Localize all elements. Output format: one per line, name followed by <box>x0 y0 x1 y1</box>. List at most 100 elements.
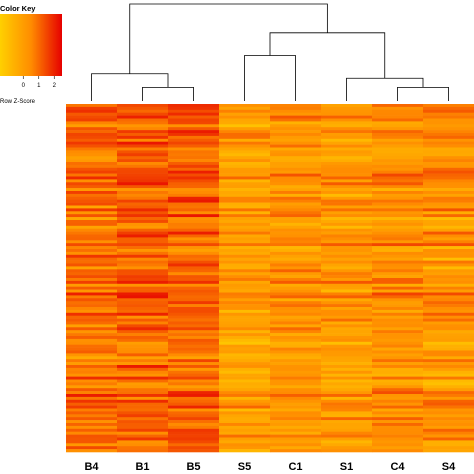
heatmap-cell <box>66 220 118 224</box>
heatmap-cell <box>372 280 424 285</box>
heatmap-cell <box>270 225 322 229</box>
heatmap-cell <box>321 336 373 340</box>
heatmap-cell <box>321 257 373 261</box>
heatmap-cell <box>372 286 424 290</box>
heatmap-cell <box>117 130 169 134</box>
heatmap-cell <box>117 405 169 409</box>
heatmap-cell <box>372 402 424 406</box>
heatmap-cell <box>270 411 322 415</box>
heatmap-cell <box>66 138 118 142</box>
heatmap-cell <box>168 162 220 166</box>
heatmap-cell <box>372 301 424 305</box>
heatmap-cell <box>219 109 271 113</box>
heatmap-cell <box>321 359 373 363</box>
heatmap-cell <box>168 275 220 279</box>
heatmap-cell <box>117 234 169 238</box>
heatmap-cell <box>168 324 220 328</box>
heatmap-cell <box>321 214 373 218</box>
heatmap-cell <box>219 338 271 343</box>
heatmap-cell <box>168 304 220 308</box>
heatmap-cell <box>66 292 118 296</box>
heatmap-cell <box>168 217 220 221</box>
heatmap-cell <box>270 388 322 392</box>
heatmap-cell <box>423 370 474 374</box>
heatmap-cell <box>219 164 271 169</box>
heatmap-cell <box>117 222 169 227</box>
heatmap-cell <box>321 315 373 319</box>
heatmap-cell <box>168 208 220 212</box>
heatmap-cell <box>321 388 373 392</box>
heatmap-cell <box>168 280 220 285</box>
heatmap-cell <box>423 243 474 247</box>
heatmap-cell <box>66 399 118 403</box>
heatmap-cell <box>66 350 118 354</box>
heatmap-cell <box>321 269 373 273</box>
heatmap-cell <box>66 330 118 334</box>
heatmap-cell <box>321 254 373 258</box>
heatmap-cell <box>66 170 118 174</box>
heatmap-cell <box>219 315 271 319</box>
heatmap-cell <box>66 159 118 163</box>
heatmap-cell <box>66 246 118 250</box>
heatmap-cell <box>117 333 169 337</box>
heatmap-cell <box>168 289 220 293</box>
heatmap-cell <box>219 269 271 273</box>
heatmap-cell <box>321 211 373 215</box>
heatmap-cell <box>117 367 169 372</box>
heatmap-cell <box>423 312 474 316</box>
color-key-tick-label: 0 <box>22 83 26 89</box>
heatmap-cell <box>372 220 424 224</box>
heatmap-cell <box>66 196 118 200</box>
heatmap-cell <box>321 425 373 430</box>
heatmap-cell <box>117 443 169 447</box>
heatmap-cell <box>66 147 118 151</box>
heatmap-cell <box>270 185 322 189</box>
heatmap-cell <box>423 324 474 328</box>
heatmap-cell <box>117 159 169 163</box>
heatmap-cell <box>372 237 424 241</box>
heatmap-cell <box>168 254 220 258</box>
heatmap-cell <box>321 246 373 250</box>
heatmap-cell <box>372 124 424 128</box>
heatmap-cell <box>168 353 220 357</box>
heatmap-cell <box>372 405 424 409</box>
heatmap-cell <box>270 167 322 171</box>
heatmap-cell <box>270 373 322 377</box>
column-label-c4: C4 <box>390 461 405 473</box>
heatmap-cell <box>372 112 424 116</box>
heatmap-cell <box>117 263 169 267</box>
heatmap-cell <box>117 162 169 166</box>
heatmap-cell <box>270 443 322 447</box>
heatmap-cell <box>168 315 220 319</box>
heatmap-cell <box>270 376 322 380</box>
heatmap-cell <box>270 324 322 328</box>
heatmap-cell <box>321 286 373 290</box>
heatmap-cell <box>117 321 169 325</box>
heatmap-cell <box>117 373 169 377</box>
heatmap-cell <box>117 115 169 119</box>
heatmap-cell <box>117 240 169 244</box>
heatmap-cell <box>423 170 474 174</box>
heatmap-cell <box>423 309 474 314</box>
heatmap-cell <box>423 104 474 108</box>
heatmap-cell <box>117 394 169 398</box>
heatmap-cell <box>372 106 424 111</box>
heatmap-cell <box>423 214 474 218</box>
heatmap-cell <box>66 164 118 169</box>
heatmap-cell <box>372 193 424 198</box>
heatmap-cell <box>372 379 424 383</box>
heatmap-cell <box>117 420 169 424</box>
heatmap-cell <box>117 298 169 302</box>
heatmap-cell <box>423 446 474 450</box>
heatmap-cell <box>423 336 474 340</box>
heatmap-cell <box>219 304 271 308</box>
heatmap-cell <box>270 309 322 314</box>
heatmap-cell <box>270 188 322 192</box>
heatmap-cell <box>321 405 373 409</box>
heatmap-cell <box>321 135 373 140</box>
heatmap-cell <box>219 278 271 282</box>
heatmap-cell <box>270 130 322 134</box>
heatmap-cell <box>168 260 220 264</box>
heatmap-cell <box>372 289 424 293</box>
heatmap-cell <box>66 370 118 374</box>
